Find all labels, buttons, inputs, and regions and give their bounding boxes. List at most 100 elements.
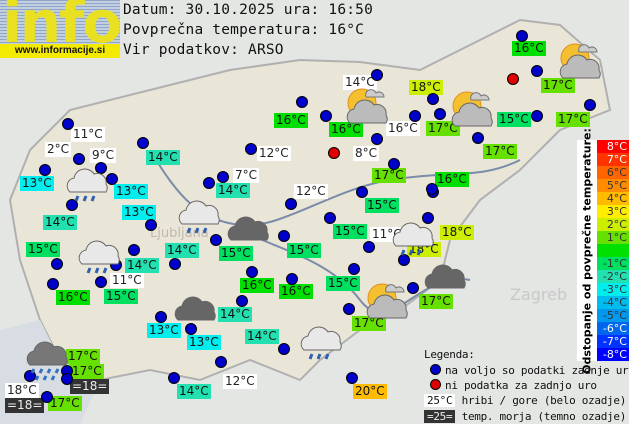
station-marker[interactable] <box>278 230 290 242</box>
station-marker[interactable] <box>531 110 543 122</box>
station-temp-label: 12°C <box>257 146 291 161</box>
station-marker[interactable] <box>73 153 85 165</box>
station-marker[interactable] <box>343 303 355 315</box>
station-marker[interactable] <box>106 173 118 185</box>
station-marker[interactable] <box>62 118 74 130</box>
logo-url[interactable]: www.informacije.si <box>0 44 120 58</box>
scale-step: 3°C <box>597 205 629 218</box>
sun-cloud-icon <box>553 40 601 84</box>
station-temp-label: 12°C <box>223 374 257 389</box>
station-marker[interactable] <box>215 356 227 368</box>
station-temp-label: 16°C <box>279 284 313 299</box>
station-marker[interactable] <box>66 199 78 211</box>
station-marker-missing[interactable] <box>328 147 340 159</box>
scale-step: 7°C <box>597 153 629 166</box>
station-marker[interactable] <box>61 373 73 385</box>
station-marker[interactable] <box>516 30 528 42</box>
station-marker[interactable] <box>363 241 375 253</box>
station-temp-label: 14°C <box>177 384 211 399</box>
station-marker[interactable] <box>285 198 297 210</box>
station-marker[interactable] <box>371 69 383 81</box>
station-marker[interactable] <box>155 311 167 323</box>
station-temp-label: 15°C <box>26 242 60 257</box>
station-marker[interactable] <box>422 212 434 224</box>
scale-step: -5°C <box>597 309 629 322</box>
station-marker[interactable] <box>210 234 222 246</box>
scale-step: -8°C <box>597 348 629 361</box>
station-marker[interactable] <box>320 110 332 122</box>
blue-dot-icon <box>430 364 441 375</box>
station-marker[interactable] <box>145 219 157 231</box>
station-marker[interactable] <box>95 276 107 288</box>
station-temp-label: 13°C <box>114 184 148 199</box>
rain-cloud-icon <box>62 162 110 208</box>
legend-mountain-sample: 25°C <box>424 394 456 407</box>
scale-step <box>597 244 629 257</box>
scale-step: 8°C <box>597 140 629 153</box>
station-marker[interactable] <box>203 177 215 189</box>
scale-step: -6°C <box>597 322 629 335</box>
station-marker[interactable] <box>356 186 368 198</box>
station-marker[interactable] <box>388 158 400 170</box>
station-marker[interactable] <box>95 162 107 174</box>
scale-step: 4°C <box>597 192 629 205</box>
station-marker[interactable] <box>472 132 484 144</box>
station-marker[interactable] <box>584 99 596 111</box>
station-marker[interactable] <box>286 273 298 285</box>
station-marker[interactable] <box>427 93 439 105</box>
station-temp-label: 20°C <box>353 384 387 399</box>
rain-cloud-icon <box>74 234 122 280</box>
station-marker[interactable] <box>348 263 360 275</box>
sun-cloud-icon <box>445 88 493 132</box>
station-marker[interactable] <box>128 244 140 256</box>
station-temp-label: 17°C <box>352 316 386 331</box>
station-temp-label: 17°C <box>556 112 590 127</box>
station-marker[interactable] <box>217 171 229 183</box>
station-marker[interactable] <box>168 372 180 384</box>
station-marker[interactable] <box>409 110 421 122</box>
station-marker[interactable] <box>346 372 358 384</box>
station-temp-label: 13°C <box>147 323 181 338</box>
station-marker[interactable] <box>236 295 248 307</box>
station-marker[interactable] <box>371 133 383 145</box>
station-marker[interactable] <box>169 258 181 270</box>
station-marker[interactable] <box>246 266 258 278</box>
station-marker[interactable] <box>407 282 419 294</box>
station-marker[interactable] <box>185 323 197 335</box>
deviation-scale: 8°C 7°C 6°C 5°C 4°C 3°C 2°C 1°C -1°C -2°C -3°C -4°C… <box>597 140 629 361</box>
station-marker[interactable] <box>39 164 51 176</box>
station-temp-label: 16°C <box>386 121 420 136</box>
rain-cloud-icon <box>174 194 222 240</box>
legend-sea-text: temp. morja (temno ozadje) <box>461 410 627 423</box>
station-temp-label: 14°C <box>125 258 159 273</box>
station-temp-label: 15°C <box>497 112 531 127</box>
station-marker[interactable] <box>398 254 410 266</box>
station-marker[interactable] <box>51 258 63 270</box>
station-marker[interactable] <box>137 137 149 149</box>
station-marker[interactable] <box>434 108 446 120</box>
station-temp-label: 16°C <box>56 290 90 305</box>
station-marker[interactable] <box>426 183 438 195</box>
scale-step: 5°C <box>597 179 629 192</box>
scale-step: -4°C <box>597 296 629 309</box>
station-temp-label: 14°C <box>165 243 199 258</box>
dark-cloud-icon <box>223 210 271 248</box>
logo[interactable]: info www.informacije.si <box>0 0 122 58</box>
station-temp-label: 17°C <box>66 349 100 364</box>
station-temp-label: 15°C <box>365 198 399 213</box>
station-marker[interactable] <box>324 212 336 224</box>
scale-step: 6°C <box>597 166 629 179</box>
station-temp-label: 14°C <box>245 329 279 344</box>
station-temp-label: 14°C <box>218 307 252 322</box>
station-marker[interactable] <box>296 96 308 108</box>
station-marker[interactable] <box>531 65 543 77</box>
station-marker-missing[interactable] <box>507 73 519 85</box>
city-label-zagreb: Zagreb <box>510 285 567 304</box>
station-temp-label: 14°C <box>146 150 180 165</box>
station-temp-label: 7°C <box>233 168 260 183</box>
station-temp-label: 11°C <box>110 273 144 288</box>
station-marker[interactable] <box>41 391 53 403</box>
station-marker[interactable] <box>278 343 290 355</box>
station-marker[interactable] <box>47 278 59 290</box>
station-marker[interactable] <box>245 143 257 155</box>
